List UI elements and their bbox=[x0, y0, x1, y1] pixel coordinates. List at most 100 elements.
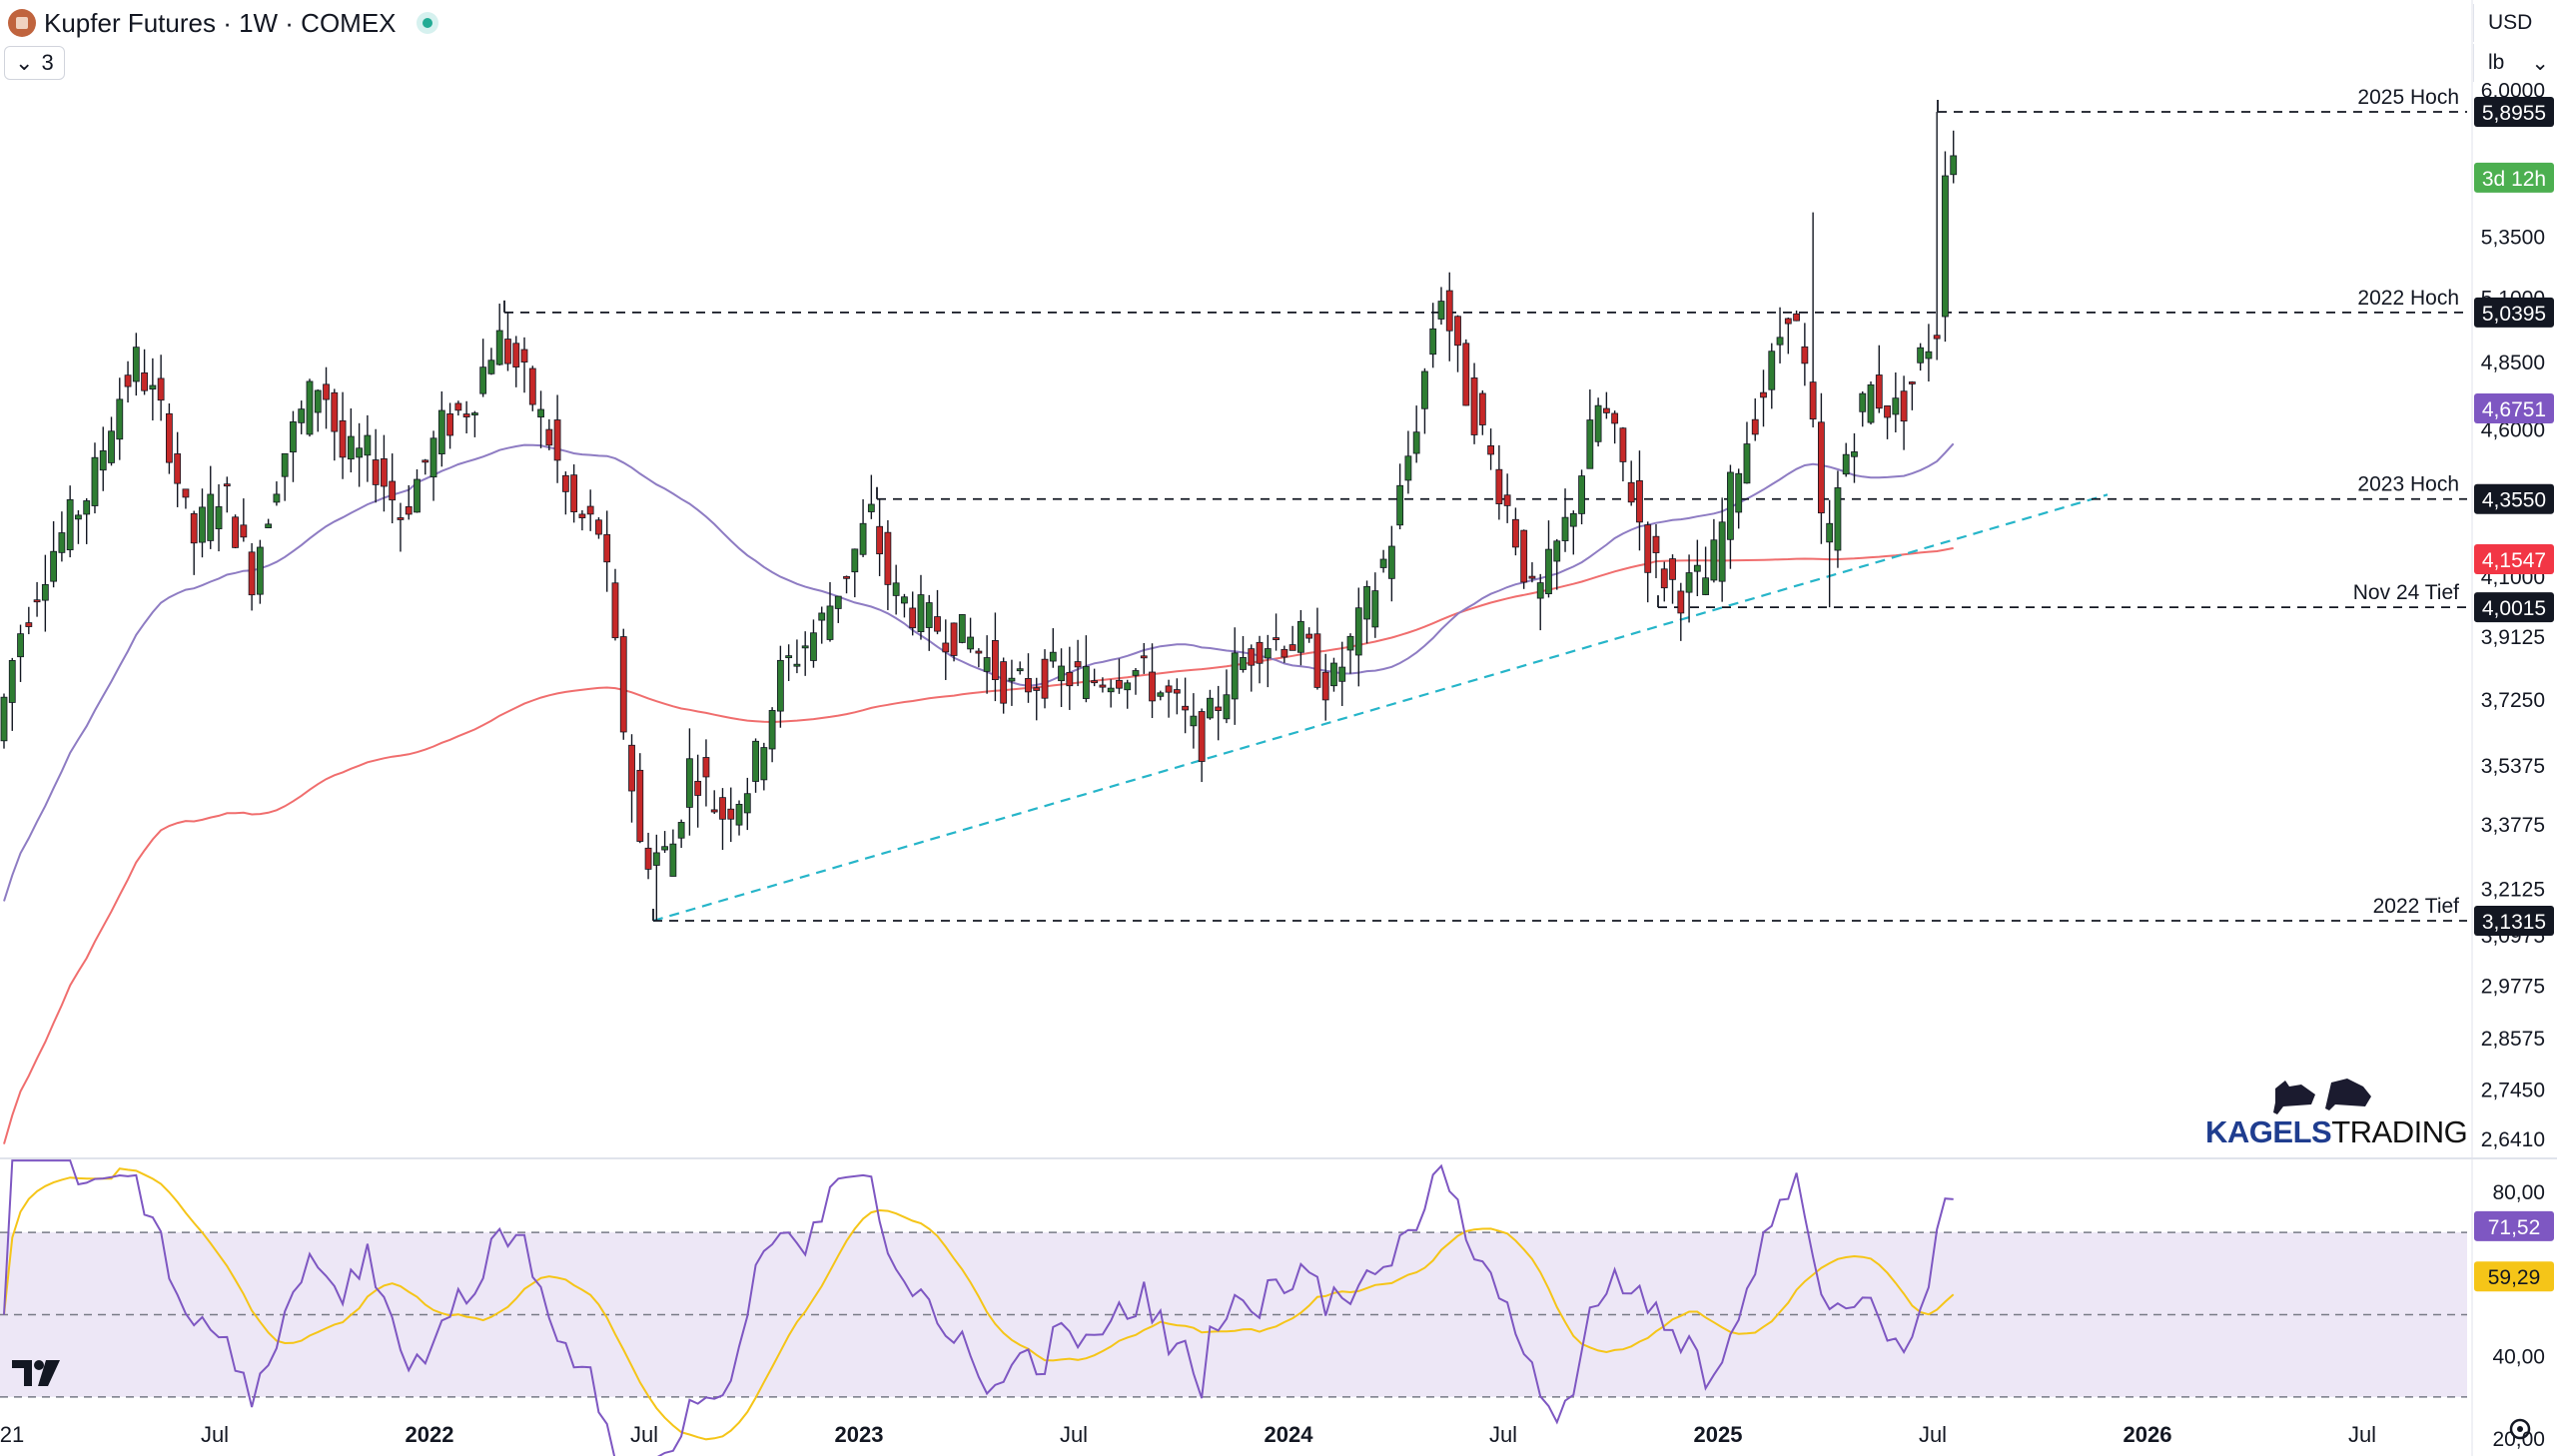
candle-body bbox=[553, 419, 561, 461]
candle-body bbox=[1545, 548, 1552, 595]
candle-body bbox=[1925, 351, 1933, 360]
rsi-value-badge bbox=[2474, 1210, 2554, 1241]
price-tick-label: 2,8575 bbox=[2481, 1028, 2545, 1051]
symbol-title[interactable]: Kupfer Futures · 1W · COMEX bbox=[44, 7, 397, 38]
candle-body bbox=[1743, 443, 1751, 484]
settings-gear-icon[interactable] bbox=[2505, 1414, 2535, 1444]
candle-body bbox=[603, 533, 611, 563]
rsi-value-text: 71,52 bbox=[2488, 1216, 2541, 1239]
candle-body bbox=[1652, 535, 1660, 553]
candle-body bbox=[487, 360, 495, 374]
candle-body bbox=[727, 808, 735, 820]
rsi-tick-label: 40,00 bbox=[2492, 1346, 2545, 1369]
candle-body bbox=[364, 434, 372, 456]
time-axis-label: 2023 bbox=[835, 1422, 884, 1447]
candle-body bbox=[437, 409, 445, 454]
candle-body bbox=[1016, 668, 1024, 672]
candle-body bbox=[1231, 652, 1239, 700]
price-tick-label: 4,8500 bbox=[2481, 352, 2545, 374]
candle-body bbox=[1776, 337, 1784, 346]
candle-body bbox=[414, 478, 421, 513]
level-price-badge bbox=[2474, 97, 2554, 127]
unit-select[interactable]: lb ⌄ bbox=[2473, 44, 2557, 82]
time-axis-label: Jul bbox=[201, 1422, 229, 1447]
candle-body bbox=[1503, 494, 1511, 506]
candle-body bbox=[454, 402, 462, 411]
candle-body bbox=[1710, 539, 1718, 581]
candle-body bbox=[1602, 407, 1610, 413]
candle-body bbox=[537, 408, 544, 418]
market-status-icon[interactable] bbox=[416, 12, 438, 34]
candle-body bbox=[1900, 390, 1908, 422]
candle-body bbox=[50, 550, 58, 582]
candle-body bbox=[1801, 346, 1809, 364]
candle-body bbox=[1859, 392, 1867, 412]
candle-body bbox=[1207, 697, 1214, 719]
candle-body bbox=[917, 594, 925, 633]
candle-body bbox=[1091, 680, 1099, 684]
candle-body bbox=[422, 459, 429, 463]
candle-body bbox=[1280, 648, 1288, 658]
level-label: 2022 Tief bbox=[2373, 895, 2460, 918]
time-axis-label: Jul bbox=[630, 1422, 658, 1447]
candle-body bbox=[1049, 651, 1057, 662]
chart-header: Kupfer Futures · 1W · COMEX bbox=[0, 0, 438, 46]
candle-body bbox=[1917, 347, 1925, 364]
candle-body bbox=[1735, 472, 1743, 513]
candle-body bbox=[1933, 335, 1941, 340]
rsi-tick-label: 80,00 bbox=[2492, 1181, 2545, 1204]
candle-body bbox=[876, 525, 884, 555]
brand-name-part1: KAGELS bbox=[2205, 1114, 2332, 1149]
candle-body bbox=[504, 339, 511, 364]
candle-body bbox=[859, 522, 867, 555]
candle-body bbox=[1809, 381, 1817, 420]
candle-body bbox=[1751, 418, 1759, 435]
candle-body bbox=[1107, 687, 1115, 693]
candle-body bbox=[1296, 620, 1304, 653]
candle-body bbox=[1404, 455, 1412, 481]
candle-body bbox=[256, 546, 264, 595]
candle-body bbox=[1273, 637, 1279, 641]
candle-body bbox=[290, 420, 297, 453]
chevron-down-icon: ⌄ bbox=[2531, 51, 2549, 75]
candle-body bbox=[41, 583, 49, 601]
indicator-toggle-button[interactable]: ⌄ 3 bbox=[4, 46, 65, 80]
time-axis-label: 2024 bbox=[1265, 1422, 1314, 1447]
candle-body bbox=[1248, 648, 1256, 666]
level-price-badge bbox=[2474, 483, 2554, 514]
candle-body bbox=[1124, 682, 1132, 691]
candle-body bbox=[1190, 715, 1198, 727]
candle-body bbox=[1305, 633, 1313, 639]
candle-body bbox=[1619, 427, 1627, 462]
candle-body bbox=[1412, 431, 1420, 454]
candle-body bbox=[909, 607, 917, 629]
candle-body bbox=[694, 780, 702, 796]
currency-select[interactable]: USD bbox=[2473, 4, 2557, 42]
candle-body bbox=[1116, 679, 1123, 689]
candle-body bbox=[1363, 585, 1370, 620]
candle-body bbox=[760, 747, 768, 781]
candle-body bbox=[429, 437, 437, 478]
candle-body bbox=[339, 419, 347, 458]
symbol-logo-icon bbox=[8, 9, 36, 37]
candle-body bbox=[1157, 692, 1165, 697]
candle-body bbox=[462, 413, 470, 417]
candle-body bbox=[925, 602, 933, 628]
level-price-badge bbox=[2474, 592, 2554, 623]
candle-body bbox=[1685, 572, 1693, 593]
tradingview-logo-icon[interactable] bbox=[10, 1358, 64, 1388]
candle-body bbox=[207, 493, 215, 541]
level-price-badge bbox=[2474, 297, 2554, 328]
candle-body bbox=[1132, 670, 1140, 676]
candle-body bbox=[669, 843, 677, 877]
price-badge bbox=[2474, 392, 2554, 423]
candle-body bbox=[0, 696, 8, 742]
rsi-line bbox=[3, 1159, 1954, 1456]
candle-body bbox=[1611, 412, 1619, 424]
candle-body bbox=[834, 595, 842, 609]
level-price-text: 4,3550 bbox=[2482, 489, 2546, 512]
candle-body bbox=[1528, 575, 1536, 579]
candle-body bbox=[884, 531, 892, 585]
candle-body bbox=[983, 657, 991, 672]
